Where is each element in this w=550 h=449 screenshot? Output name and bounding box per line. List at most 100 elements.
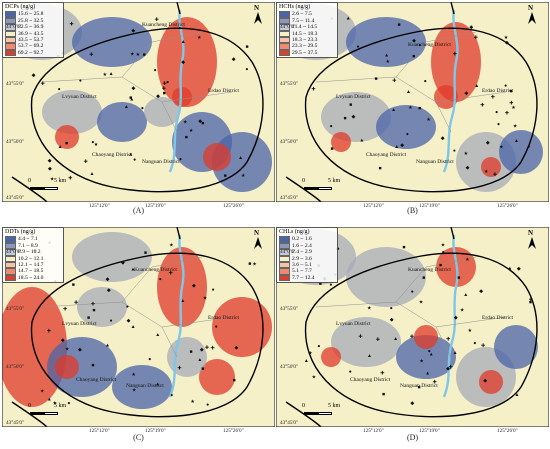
legend-swatch <box>5 268 16 275</box>
legend-swatch <box>5 30 16 37</box>
sampling-site-marker: ■ <box>529 300 532 305</box>
concentration-zone <box>346 247 426 307</box>
legend-entry: 1.6 ~ 2.4 <box>279 242 335 250</box>
sampling-site-marker: ✚ <box>205 345 209 351</box>
sampling-site-marker: ● <box>442 250 445 255</box>
panel-a-map: ●■▲◆✚★●■▲◆✚★●■▲◆✚★●■▲◆✚★●■▲◆✚★●■▲◆✚★●■▲◆… <box>2 2 275 224</box>
sampling-site-marker: ▲ <box>474 84 479 89</box>
district-label-erdao: Erdao District <box>482 315 514 321</box>
sampling-site-marker: ● <box>411 290 414 295</box>
sampling-site-marker: ✚ <box>380 370 384 376</box>
sampling-site-marker: ★ <box>94 142 99 148</box>
concentration-zone <box>331 317 401 367</box>
city-boundary <box>285 401 322 427</box>
legend-entry: 14.7 ~ 18.5 <box>5 268 61 275</box>
city-boundary <box>450 2 455 15</box>
sampling-site-marker: ● <box>79 79 82 84</box>
concentration-zone <box>376 105 436 149</box>
legend-title: CHLs (ng/g) <box>279 229 310 235</box>
sampling-site-marker: ■ <box>91 363 94 368</box>
sampling-site-marker: ▲ <box>463 293 468 298</box>
legend-label: 2.6 ~ 7.5 <box>292 11 312 18</box>
latitude-label: 43°55'0" <box>6 81 25 87</box>
sampling-site-marker: ★ <box>136 52 141 58</box>
concentration-zone <box>72 232 152 282</box>
district-label-chaoyang: Chaoyang District <box>76 377 117 383</box>
sampling-site-marker: ✚ <box>509 100 513 106</box>
city-boundary <box>176 2 181 15</box>
sampling-site-marker: ★ <box>419 299 424 305</box>
legend-entry: 7.5 ~ 11.4 <box>279 17 335 25</box>
concentration-zone <box>72 17 152 67</box>
sampling-site-marker: ● <box>170 394 173 399</box>
concentration-zone <box>212 132 272 192</box>
concentration-zone <box>321 92 391 142</box>
legend: DDTs (ng/g) 4.4 ~ 7.1 7.1 ~ 8.9 8.9 ~ 10.2… <box>2 227 64 284</box>
sampling-site-marker: ▲ <box>406 90 411 95</box>
concentration-zone <box>112 365 172 409</box>
latitude-label: 44°0'0" <box>280 24 296 30</box>
latitude-label: 43°55'0" <box>280 81 299 87</box>
sampling-site-marker: ✚ <box>505 111 509 117</box>
sampling-site-marker: ✚ <box>91 302 95 308</box>
legend-label: 2.9 ~ 3.6 <box>292 255 312 262</box>
district-label-kuancheng: Kuancheng District <box>134 267 177 273</box>
sampling-site-marker: ✚ <box>376 337 380 343</box>
legend-swatch <box>279 249 290 256</box>
sampling-site-marker: ▲ <box>507 266 512 271</box>
sampling-site-marker: ✚ <box>163 81 167 87</box>
legend-label: 14.7 ~ 18.5 <box>18 268 44 275</box>
scale-bar: 0 5 km <box>28 178 66 190</box>
latitude-label: 43°45'0" <box>6 195 25 201</box>
caption: (C) <box>133 433 144 442</box>
sampling-site-marker: ★ <box>465 257 470 263</box>
sampling-site-marker: ● <box>166 80 169 85</box>
sampling-site-marker: ▲ <box>393 337 398 342</box>
sampling-site-marker: ▲ <box>129 98 134 103</box>
legend-swatch <box>279 274 290 282</box>
legend-entry: 53.7 ~ 69.2 <box>5 43 61 50</box>
legend-label: 7.1 ~ 8.9 <box>18 242 38 249</box>
sampling-site-marker: ■ <box>319 282 322 287</box>
legend-entry: 15.6 ~ 25.8 <box>5 11 61 18</box>
sampling-site-marker: ◆ <box>156 93 160 99</box>
sampling-site-marker: ★ <box>426 117 431 123</box>
longitude-label: 125°19'0" <box>419 428 440 434</box>
sampling-site-marker: ★ <box>367 306 372 312</box>
sampling-site-marker: ■ <box>509 90 512 95</box>
sampling-site-marker: ● <box>349 370 352 375</box>
river-line <box>168 9 185 173</box>
sampling-site-marker: ■ <box>349 103 352 108</box>
legend-entry: 43.5 ~ 53.7 <box>5 36 61 44</box>
sampling-site-marker: ■ <box>343 117 346 122</box>
city-boundary <box>30 27 264 193</box>
sampling-site-marker: ▲ <box>384 53 389 58</box>
sampling-site-marker: ✚ <box>210 345 214 351</box>
sampling-site-marker: ✚ <box>162 86 166 92</box>
sampling-site-marker: ■ <box>87 316 90 321</box>
scale-zero: 0 <box>302 178 305 184</box>
district-label-lvyuan: Lvyuan District <box>336 94 371 100</box>
sampling-site-marker: ◆ <box>232 57 236 63</box>
sampling-site-marker: ● <box>504 84 507 89</box>
sampling-site-marker: ● <box>154 69 157 74</box>
north-arrow-icon: N <box>528 229 536 249</box>
legend-label: 8.9 ~ 10.2 <box>18 249 41 256</box>
sampling-site-marker: ★ <box>132 388 137 394</box>
sampling-site-marker: ● <box>330 125 333 130</box>
north-arrow-icon: N <box>254 229 262 249</box>
legend-swatch <box>5 261 16 269</box>
sampling-site-marker: ✚ <box>446 337 450 343</box>
latitude-label: 44°0'0" <box>6 249 22 255</box>
sampling-site-marker: ◆ <box>131 85 135 91</box>
sampling-site-marker: ✚ <box>89 52 93 58</box>
sampling-site-marker: ✚ <box>448 364 452 370</box>
sampling-site-marker: ● <box>245 68 248 73</box>
sampling-site-marker: ▲ <box>359 139 364 144</box>
sampling-site-marker: ■ <box>144 251 147 256</box>
sampling-site-marker: ✚ <box>74 300 78 306</box>
sampling-site-marker: ● <box>133 158 136 163</box>
latitude-label: 43°50'0" <box>6 364 25 370</box>
district-label-erdao: Erdao District <box>208 315 240 321</box>
district-label-chaoyang: Chaoyang District <box>92 152 133 158</box>
